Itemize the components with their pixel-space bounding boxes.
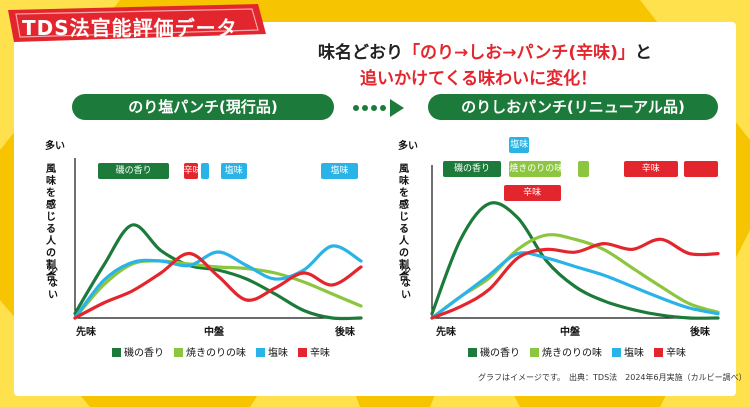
- right-panel-title: のりしおパンチ(リニューアル品): [428, 94, 718, 120]
- headline-highlight: 「のり→しお→パンチ(辛味)」: [403, 43, 635, 63]
- left-x-start-label: 先味: [76, 327, 96, 338]
- annotation-辛味: 辛味: [623, 161, 678, 177]
- source-credit: グラフはイメージです。 出典：TDS法 2024年6月実施（カルビー調べ）: [478, 373, 747, 382]
- right-y-top-label: 多い: [398, 141, 418, 152]
- headline-prefix: 味名どおり: [318, 43, 403, 63]
- legend-label: 塩味: [624, 348, 644, 359]
- right-line-chart: [430, 165, 720, 320]
- legend-label: 辛味: [310, 348, 330, 359]
- headline-line-2: 追いかけてくる味わいに変化！: [360, 69, 598, 89]
- legend-swatch: [530, 348, 539, 357]
- legend-swatch: [256, 348, 265, 357]
- annotation-磯の香り: 磯の香り: [443, 161, 501, 177]
- legend-swatch: [174, 348, 183, 357]
- series-line-塩味: [73, 244, 363, 320]
- left-x-end-label: 後味: [335, 327, 355, 338]
- legend-swatch: [468, 348, 477, 357]
- legend-item: 辛味: [654, 344, 686, 359]
- right-x-start-label: 先味: [436, 327, 456, 338]
- annotation-磯の香り: 磯の香り: [97, 163, 170, 179]
- legend-swatch: [612, 348, 621, 357]
- legend-swatch: [654, 348, 663, 357]
- annotation-辛味: [683, 161, 718, 177]
- legend-label: 焼きのりの味: [186, 348, 246, 359]
- series-line-焼きのりの味: [73, 259, 363, 320]
- legend-swatch: [298, 348, 307, 357]
- annotation-辛味: 辛味: [503, 185, 561, 201]
- right-y-axis-title: 風味を感じる人の割合: [399, 164, 409, 283]
- annotation-辛味: 辛味: [183, 163, 198, 179]
- left-legend: 磯の香り 焼きのりの味 塩味 辛味: [112, 344, 330, 359]
- series-line-辛味: [430, 237, 720, 320]
- annotation-焼きのりの味: [577, 161, 590, 177]
- badge-title: TDS法官能評価データ: [22, 16, 238, 40]
- content-panel: [14, 22, 736, 396]
- arrow-icon: [353, 99, 404, 117]
- legend-item: 磯の香り: [468, 344, 520, 359]
- left-y-top-label: 多い: [45, 141, 65, 152]
- annotation-塩味: [200, 163, 210, 179]
- series-line-焼きのりの味: [430, 233, 720, 320]
- annotation-焼きのりの味: 焼きのりの味: [509, 161, 561, 177]
- headline-suffix: と: [634, 43, 652, 63]
- series-line-磯の香り: [73, 223, 363, 321]
- right-legend: 磯の香り 焼きのりの味 塩味 辛味: [468, 344, 686, 359]
- legend-label: 焼きのりの味: [542, 348, 602, 359]
- left-y-axis-title: 風味を感じる人の割合: [46, 164, 56, 283]
- left-x-mid-label: 中盤: [204, 327, 224, 338]
- legend-swatch: [112, 348, 121, 357]
- left-y-bottom-label: 少ない: [48, 266, 58, 301]
- left-panel-title: のり塩パンチ(現行品): [72, 94, 334, 120]
- legend-item: 辛味: [298, 344, 330, 359]
- annotation-塩味: 塩味: [320, 163, 359, 179]
- legend-label: 塩味: [268, 348, 288, 359]
- annotation-塩味: 塩味: [509, 137, 530, 153]
- right-x-end-label: 後味: [690, 327, 710, 338]
- legend-label: 磯の香り: [124, 348, 164, 359]
- annotation-塩味: 塩味: [220, 163, 247, 179]
- series-line-磯の香り: [430, 201, 720, 320]
- badge-background: [8, 4, 266, 42]
- legend-item: 塩味: [612, 344, 644, 359]
- legend-item: 塩味: [256, 344, 288, 359]
- series-line-塩味: [430, 251, 720, 320]
- legend-item: 焼きのりの味: [174, 344, 246, 359]
- series-line-辛味: [73, 251, 363, 320]
- right-y-bottom-label: 少ない: [401, 266, 411, 301]
- legend-label: 辛味: [666, 348, 686, 359]
- legend-item: 焼きのりの味: [530, 344, 602, 359]
- right-x-mid-label: 中盤: [560, 327, 580, 338]
- headline-line-1: 味名どおり「のり→しお→パンチ(辛味)」と: [318, 38, 652, 63]
- legend-label: 磯の香り: [480, 348, 520, 359]
- left-line-chart: [73, 158, 363, 321]
- legend-item: 磯の香り: [112, 344, 164, 359]
